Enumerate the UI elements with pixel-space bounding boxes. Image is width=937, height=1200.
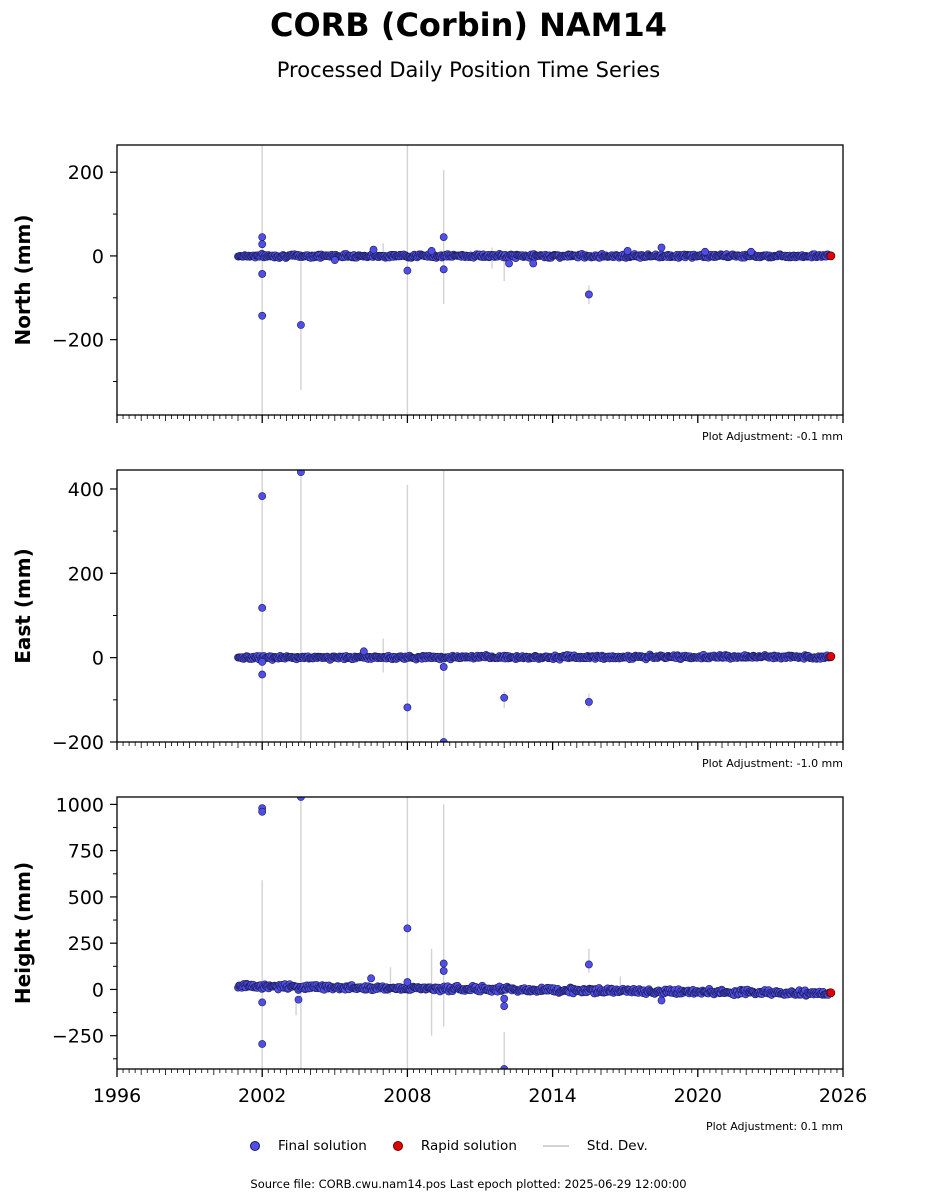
y-tick-label: 0 bbox=[92, 979, 104, 1001]
final-solution-point bbox=[529, 259, 538, 268]
final-solution-marker-icon bbox=[250, 1141, 260, 1151]
y-tick-label: 0 bbox=[92, 246, 104, 268]
panel-1: −200 0 200 North (mm) Plot Adjustment: -0.1 … bbox=[11, 144, 844, 443]
plot-area bbox=[234, 145, 836, 415]
final-solution-point bbox=[258, 492, 267, 501]
final-solution-point bbox=[403, 703, 412, 712]
x-tick-label: 2008 bbox=[383, 1085, 431, 1107]
final-solution-point bbox=[500, 1065, 509, 1069]
x-tick-label: 2014 bbox=[528, 1085, 576, 1107]
y-tick-label: 200 bbox=[68, 162, 104, 184]
final-solution-point bbox=[623, 247, 632, 255]
source-note: Source file: CORB.cwu.nam14.pos Last epo… bbox=[250, 1177, 687, 1191]
final-solution-point bbox=[369, 245, 378, 254]
panel-frame bbox=[116, 144, 844, 416]
final-solution-point bbox=[403, 266, 412, 275]
panel-3: −250 0 250 500 750 1000 1996 2002 2008 2014 2020 20… bbox=[11, 794, 867, 1133]
final-solution-point bbox=[294, 995, 303, 1004]
final-solution-point bbox=[258, 240, 267, 249]
final-solution-point bbox=[258, 603, 267, 612]
final-solution-point bbox=[359, 647, 368, 656]
plot-adjustment-note: Plot Adjustment: -0.1 mm bbox=[702, 430, 843, 443]
legend-final-label: Final solution bbox=[278, 1138, 367, 1154]
final-solution-point bbox=[367, 974, 375, 983]
final-solution-point bbox=[500, 994, 509, 1003]
chart-title: CORB (Corbin) NAM14 bbox=[269, 6, 668, 44]
final-solution-point bbox=[439, 233, 448, 241]
plot-area bbox=[234, 797, 836, 1069]
rapid-solution-point bbox=[826, 652, 836, 661]
final-solution-point bbox=[585, 960, 593, 969]
final-solution-point bbox=[439, 967, 448, 975]
final-solution-point bbox=[500, 1002, 509, 1010]
final-solution-point bbox=[403, 978, 412, 986]
y-tick-label: −200 bbox=[52, 732, 104, 754]
final-solution-point bbox=[427, 247, 436, 255]
final-solution-point bbox=[585, 290, 593, 299]
y-tick-label: 1000 bbox=[56, 794, 104, 816]
y-tick-label: 500 bbox=[68, 887, 104, 909]
legend-std: Std. Dev. bbox=[542, 1138, 648, 1154]
legend-rapid: Rapid solution bbox=[392, 1138, 517, 1154]
final-solution-point bbox=[500, 693, 509, 702]
plot-area bbox=[234, 470, 836, 742]
final-solution-point bbox=[439, 265, 448, 274]
final-solution-point bbox=[258, 807, 267, 816]
legend-rapid-label: Rapid solution bbox=[420, 1138, 517, 1154]
final-solution-point bbox=[258, 270, 267, 278]
y-tick-label: 400 bbox=[68, 479, 104, 501]
final-solution-point bbox=[505, 259, 513, 268]
y-tick-label: 250 bbox=[68, 933, 104, 955]
final-solution-point bbox=[657, 243, 666, 252]
y-tick-label: 750 bbox=[68, 841, 104, 863]
final-solution-point bbox=[403, 924, 412, 933]
final-solution-point bbox=[258, 657, 267, 666]
final-solution-point bbox=[258, 670, 267, 679]
final-solution-point bbox=[297, 470, 305, 477]
panel-frame bbox=[116, 796, 844, 1070]
x-tick-label: 1996 bbox=[93, 1085, 141, 1107]
final-solution-point bbox=[258, 311, 267, 320]
rapid-solution-point bbox=[826, 988, 836, 998]
final-solution-point bbox=[747, 247, 755, 256]
final-solution-point bbox=[297, 321, 305, 329]
y-tick-label: 0 bbox=[92, 648, 104, 670]
y-axis-label: East (mm) bbox=[11, 548, 35, 664]
rapid-solution-point bbox=[826, 251, 836, 261]
final-solution-point bbox=[439, 959, 448, 968]
final-solution-point bbox=[258, 998, 267, 1007]
legend-final: Final solution bbox=[250, 1138, 367, 1154]
std-dev-line-icon bbox=[542, 1145, 569, 1147]
final-solution-point bbox=[330, 256, 339, 265]
x-tick-label: 2020 bbox=[674, 1085, 722, 1107]
final-solution-point bbox=[585, 698, 593, 706]
final-solution-point bbox=[701, 247, 709, 256]
panel-frame bbox=[116, 469, 844, 743]
chart-subtitle: Processed Daily Position Time Series bbox=[276, 58, 661, 82]
y-axis-label: North (mm) bbox=[11, 214, 35, 345]
final-solution-point bbox=[439, 738, 448, 742]
plot-adjustment-note: Plot Adjustment: 0.1 mm bbox=[706, 1120, 843, 1133]
plot-adjustment-note: Plot Adjustment: -1.0 mm bbox=[702, 757, 843, 770]
final-solution-point bbox=[258, 1040, 267, 1048]
final-solution-point bbox=[439, 663, 448, 671]
y-tick-label: −250 bbox=[52, 1026, 104, 1048]
y-axis-label: Height (mm) bbox=[11, 862, 35, 1004]
panel-2: −200 0 200 400 East (mm) Plot Adjustment: -1.… bbox=[11, 469, 844, 770]
rapid-solution-marker-icon bbox=[392, 1141, 403, 1151]
legend-std-label: Std. Dev. bbox=[586, 1138, 648, 1154]
final-solution-point bbox=[258, 233, 267, 241]
legend: Final solution Rapid solution Std. Dev. bbox=[250, 1138, 674, 1154]
y-tick-label: −200 bbox=[52, 330, 104, 352]
x-tick-label: 2002 bbox=[238, 1085, 286, 1107]
x-tick-label: 2026 bbox=[819, 1085, 867, 1107]
y-tick-label: 200 bbox=[68, 563, 104, 585]
final-solution-point bbox=[657, 996, 666, 1005]
